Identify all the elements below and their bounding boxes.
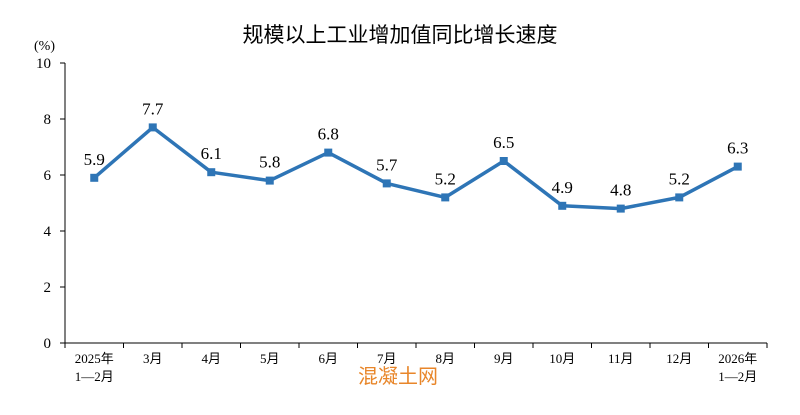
y-tick-label: 10 (36, 56, 51, 72)
data-point (733, 162, 742, 171)
data-point (558, 201, 567, 210)
x-tick-label: 5月 (260, 351, 280, 366)
chart-title: 规模以上工业增加值同比增长速度 (243, 23, 558, 47)
y-tick-label: 0 (44, 336, 52, 352)
data-label: 4.9 (552, 178, 573, 197)
y-tick-label: 6 (44, 168, 52, 184)
watermark: 混凝土网 (358, 364, 438, 388)
x-tick-label: 3月 (143, 351, 163, 366)
x-tick-label: 11月 (608, 351, 634, 366)
data-point (616, 204, 625, 213)
plot-area: 0 2 4 6 8 10 2025年 1—2月 3月 4月 5月 6月 7月 8月 9月 10月 11月 12月 2… (36, 56, 768, 384)
y-axis-unit-label: (%) (34, 39, 55, 54)
data-label: 6.1 (201, 144, 222, 163)
data-label: 5.7 (376, 155, 398, 174)
data-point (499, 157, 508, 165)
x-tick-label: 10月 (549, 351, 575, 366)
data-label: 6.8 (318, 125, 339, 144)
data-point (148, 123, 157, 132)
data-point (207, 168, 216, 177)
data-label: 6.3 (727, 139, 748, 158)
data-label: 5.8 (259, 153, 280, 172)
data-point (441, 193, 450, 202)
x-tick-label: 12月 (666, 351, 692, 366)
data-label: 4.8 (610, 181, 631, 200)
data-label: 5.9 (84, 150, 105, 169)
data-point (382, 179, 391, 188)
x-tick-label: 2026年 1—2月 (718, 351, 757, 384)
x-tick-label: 7月 (377, 351, 397, 366)
data-label: 5.2 (669, 169, 690, 188)
y-tick-label: 8 (44, 112, 52, 128)
x-tick-label: 2025年 1—2月 (75, 351, 114, 384)
data-label: 5.2 (435, 169, 456, 188)
data-point (324, 148, 333, 157)
x-tick-label: 6月 (318, 351, 338, 366)
y-tick-label: 4 (44, 224, 52, 240)
data-label: 7.7 (142, 99, 164, 118)
data-point (90, 173, 99, 182)
data-point (265, 176, 274, 185)
x-tick-label: 8月 (435, 351, 455, 366)
x-tick-label: 9月 (494, 351, 514, 366)
data-label: 6.5 (493, 133, 514, 152)
series-line (93, 125, 739, 211)
y-tick-label: 2 (44, 280, 52, 296)
x-tick-label: 4月 (201, 351, 221, 366)
data-point (675, 193, 684, 202)
